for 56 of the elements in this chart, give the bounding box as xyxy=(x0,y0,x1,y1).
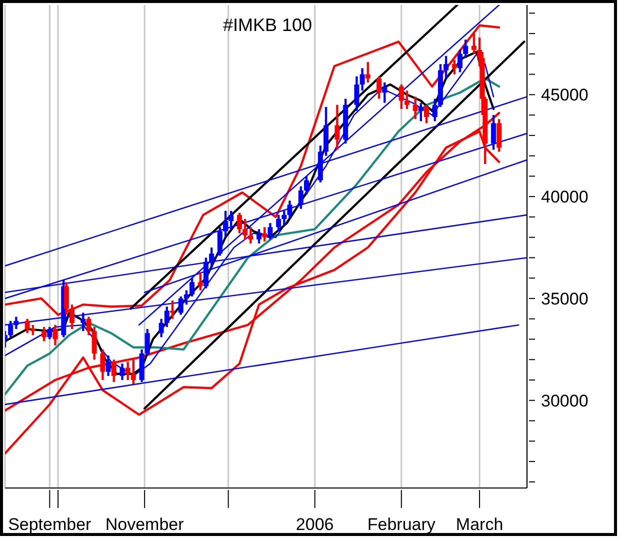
candlestick xyxy=(111,358,116,384)
candlestick xyxy=(471,32,476,56)
candlestick xyxy=(242,218,248,240)
candlestick xyxy=(217,226,222,257)
candlestick xyxy=(382,81,388,104)
candlestick xyxy=(47,326,52,340)
x-tick-label: 2006 xyxy=(296,515,334,534)
x-tick-label: November xyxy=(105,515,184,534)
candlestick xyxy=(334,104,340,151)
candlestick xyxy=(30,324,36,336)
candlestick xyxy=(354,75,360,112)
candlestick xyxy=(125,360,130,382)
candlestick xyxy=(92,326,97,361)
candlestick xyxy=(100,348,106,382)
candlestick xyxy=(412,96,418,120)
candlestick xyxy=(198,270,203,292)
candlestick xyxy=(223,210,228,238)
candlestick xyxy=(144,328,150,357)
candlestick xyxy=(262,226,268,243)
candlestick xyxy=(158,318,164,338)
y-tick-label: 40000 xyxy=(541,188,588,207)
candlestick xyxy=(376,75,382,100)
candlestick xyxy=(365,60,370,84)
candlestick xyxy=(432,98,438,122)
candlestick xyxy=(398,83,404,110)
candlestick xyxy=(404,89,410,110)
y-tick-label: 45000 xyxy=(541,86,588,105)
candlestick xyxy=(304,175,309,196)
candlestick xyxy=(298,185,304,210)
candlestick xyxy=(424,104,430,124)
candlestick xyxy=(42,326,47,342)
candlestick xyxy=(360,67,365,92)
candlestick xyxy=(248,226,254,245)
candlestick xyxy=(236,212,242,234)
text: #IMKB 100 xyxy=(222,15,314,36)
candlestick xyxy=(178,295,184,316)
candlestick xyxy=(170,299,175,320)
candlestick xyxy=(282,210,287,226)
candlestick xyxy=(52,324,58,346)
candlestick xyxy=(86,316,92,336)
y-tick-label: 35000 xyxy=(541,289,588,308)
candlestick xyxy=(24,318,30,334)
candlestick xyxy=(268,222,273,240)
candlestick xyxy=(209,246,214,269)
candlestick xyxy=(184,289,189,306)
candlestick xyxy=(463,38,468,60)
candlestick xyxy=(256,228,262,245)
candlestick xyxy=(452,58,457,76)
candlestick xyxy=(276,214,282,232)
y-tick-label: 30000 xyxy=(541,391,588,410)
x-tick-label: March xyxy=(456,515,504,534)
candlestick xyxy=(130,358,136,386)
candlestick xyxy=(287,200,292,220)
candlestick xyxy=(228,210,234,230)
candlestick xyxy=(444,54,449,80)
candlestick xyxy=(418,102,424,122)
